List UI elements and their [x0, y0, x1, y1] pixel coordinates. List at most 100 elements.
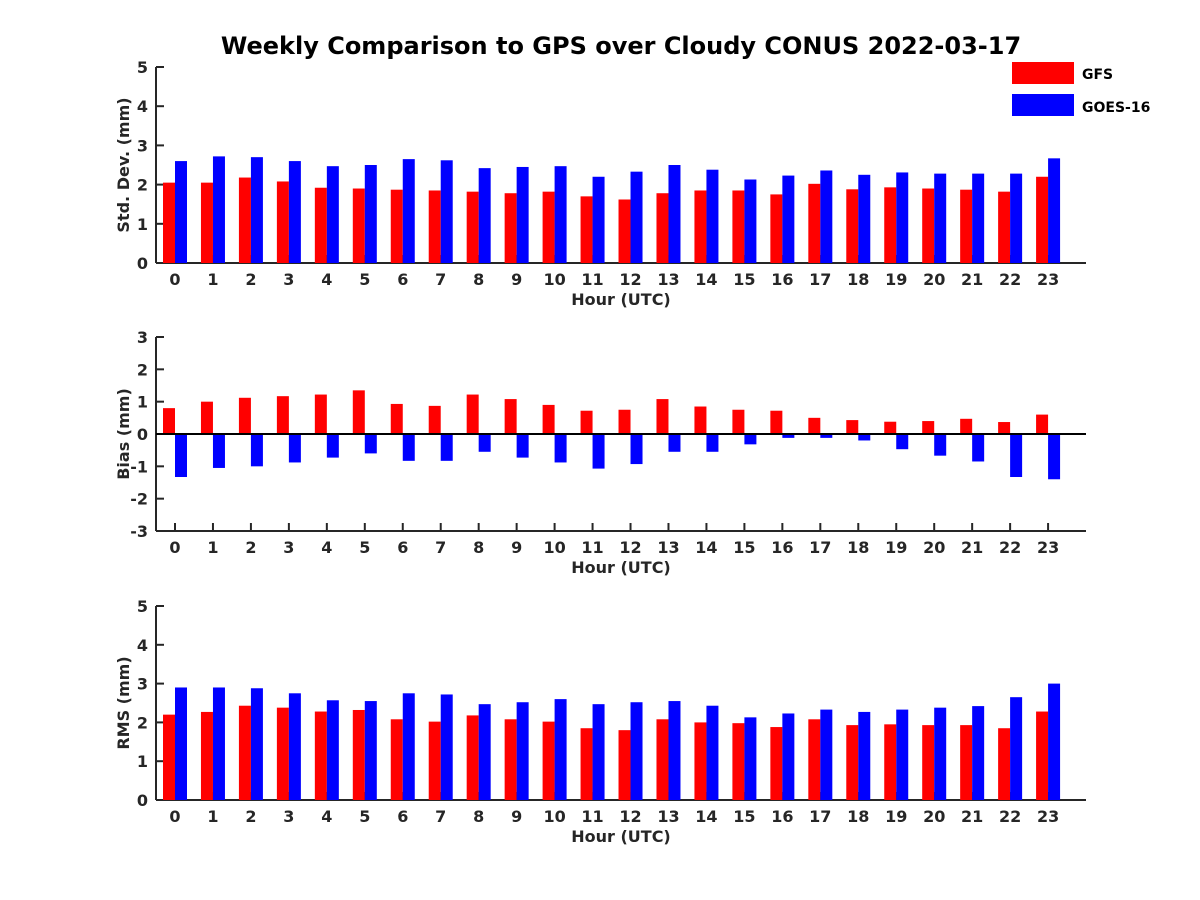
bias-bar-gfs: [1036, 414, 1049, 434]
std-dev-bar-gfs: [238, 177, 251, 263]
std-dev-bar-gfs: [466, 191, 479, 263]
bias-x-tick-label: 13: [657, 538, 679, 557]
rms-bar-gfs: [504, 719, 517, 800]
bias-bar-gfs: [390, 403, 403, 434]
rms-y-tick-label: 3: [137, 675, 148, 694]
bias-bar-goes16: [326, 434, 339, 458]
rms-bar-gfs: [732, 723, 745, 800]
std-dev-bar-gfs: [580, 196, 593, 263]
rms-bar-goes16: [402, 693, 415, 800]
rms-x-tick-label: 0: [169, 807, 180, 826]
std-dev-bar-goes16: [288, 161, 301, 263]
bias-y-tick-label: -2: [130, 490, 148, 509]
bias-bar-goes16: [250, 434, 263, 467]
bias-x-tick-label: 2: [245, 538, 256, 557]
std-dev-bar-gfs: [618, 199, 631, 263]
bias-bar-gfs: [542, 404, 555, 434]
std-dev-x-tick-label: 4: [321, 270, 332, 289]
std-dev-bar-gfs: [163, 182, 175, 263]
rms-x-tick-label: 3: [283, 807, 294, 826]
rms-x-tick-label: 22: [999, 807, 1021, 826]
bias-x-tick-label: 1: [207, 538, 218, 557]
std-dev-bar-gfs: [922, 188, 935, 263]
rms-x-tick-label: 15: [733, 807, 755, 826]
bias-bar-gfs: [466, 394, 479, 434]
bias-bar-goes16: [1048, 434, 1061, 480]
rms-x-tick-label: 20: [923, 807, 945, 826]
bias-x-tick-label: 4: [321, 538, 332, 557]
std-dev-bar-goes16: [972, 173, 985, 263]
rms-bar-gfs: [998, 728, 1011, 800]
bias-bar-gfs: [314, 394, 327, 434]
std-dev-bar-goes16: [440, 160, 453, 263]
bias-x-tick-label: 3: [283, 538, 294, 557]
std-dev-bar-gfs: [770, 194, 783, 263]
bias-bar-goes16: [668, 434, 681, 452]
bias-x-tick-label: 20: [923, 538, 945, 557]
rms-bar-goes16: [972, 706, 985, 800]
legend-label-gfs: GFS: [1082, 67, 1113, 83]
std-dev-y-tick-label: 0: [137, 254, 148, 273]
bias-bar-goes16: [744, 434, 757, 445]
rms-bar-gfs: [656, 719, 669, 800]
bias-x-tick-label: 17: [809, 538, 831, 557]
rms-bar-goes16: [364, 701, 377, 800]
bias-bar-gfs: [960, 418, 973, 434]
std-dev-bar-goes16: [554, 166, 567, 263]
std-dev-x-tick-label: 6: [397, 270, 408, 289]
rms-bar-goes16: [934, 707, 947, 800]
rms-x-tick-label: 17: [809, 807, 831, 826]
bias-bar-goes16: [706, 434, 719, 452]
std-dev-bar-goes16: [744, 179, 757, 263]
bias-bar-gfs: [808, 417, 821, 434]
bias-x-tick-label: 16: [771, 538, 793, 557]
std-dev-y-tick-label: 3: [137, 136, 148, 155]
rms-x-tick-label: 11: [581, 807, 603, 826]
rms-y-tick-label: 5: [137, 597, 148, 616]
rms-bar-gfs: [694, 722, 707, 800]
std-dev-bar-goes16: [402, 159, 415, 263]
std-dev-x-tick-label: 20: [923, 270, 945, 289]
bias-x-tick-label: 5: [359, 538, 370, 557]
std-dev-bar-gfs: [200, 182, 213, 263]
bias-bar-gfs: [656, 399, 669, 434]
std-dev-bar-goes16: [212, 156, 225, 263]
rms-bar-gfs: [884, 724, 897, 800]
bias-x-axis-label: Hour (UTC): [571, 558, 671, 577]
rms-x-tick-label: 23: [1037, 807, 1059, 826]
std-dev-bar-gfs: [960, 189, 973, 263]
std-dev-bar-gfs: [276, 181, 289, 263]
rms-bar-goes16: [706, 705, 719, 800]
bias-bar-gfs: [998, 422, 1011, 434]
std-dev-x-tick-label: 5: [359, 270, 370, 289]
rms-bar-goes16: [478, 704, 491, 800]
rms-bar-goes16: [630, 702, 643, 800]
bias-bar-gfs: [276, 396, 289, 434]
std-dev-x-tick-label: 0: [169, 270, 180, 289]
rms-bar-gfs: [238, 705, 251, 800]
std-dev-bar-gfs: [1036, 176, 1049, 263]
std-dev-y-tick-label: 4: [137, 97, 148, 116]
legend-swatch-goes16: [1012, 94, 1074, 116]
std-dev-bar-gfs: [694, 190, 707, 263]
rms-bar-gfs: [390, 719, 403, 800]
rms-bar-gfs: [200, 711, 213, 800]
std-dev-bar-gfs: [846, 189, 859, 263]
rms-x-axis-label: Hour (UTC): [571, 827, 671, 846]
rms-x-tick-label: 9: [511, 807, 522, 826]
bias-x-tick-label: 10: [543, 538, 565, 557]
std-dev-bar-goes16: [478, 168, 491, 263]
std-dev-bar-goes16: [858, 174, 871, 263]
bias-y-tick-label: 3: [137, 328, 148, 347]
rms-x-tick-label: 12: [619, 807, 641, 826]
rms-x-tick-label: 21: [961, 807, 983, 826]
bias-y-tick-label: 0: [137, 425, 148, 444]
rms-x-tick-label: 5: [359, 807, 370, 826]
rms-bar-gfs: [542, 721, 555, 800]
bias-bar-goes16: [934, 434, 947, 456]
std-dev-bar-gfs: [808, 183, 821, 263]
std-dev-x-tick-label: 21: [961, 270, 983, 289]
rms-bar-goes16: [1048, 683, 1061, 800]
bias-y-tick-label: -1: [130, 457, 148, 476]
rms-y-tick-label: 4: [137, 636, 148, 655]
